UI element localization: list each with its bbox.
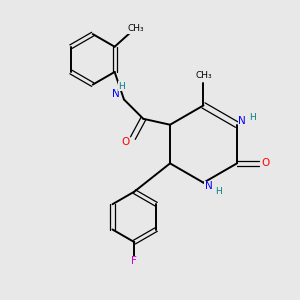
Text: H: H — [118, 82, 125, 91]
Text: O: O — [261, 158, 269, 168]
Text: N: N — [205, 181, 213, 191]
Text: CH₃: CH₃ — [128, 24, 144, 33]
Text: CH₃: CH₃ — [195, 71, 212, 80]
Text: O: O — [121, 137, 130, 147]
Text: N: N — [112, 89, 119, 99]
Text: H: H — [249, 113, 256, 122]
Text: F: F — [131, 256, 137, 266]
Text: N: N — [238, 116, 246, 126]
Text: H: H — [216, 187, 222, 196]
